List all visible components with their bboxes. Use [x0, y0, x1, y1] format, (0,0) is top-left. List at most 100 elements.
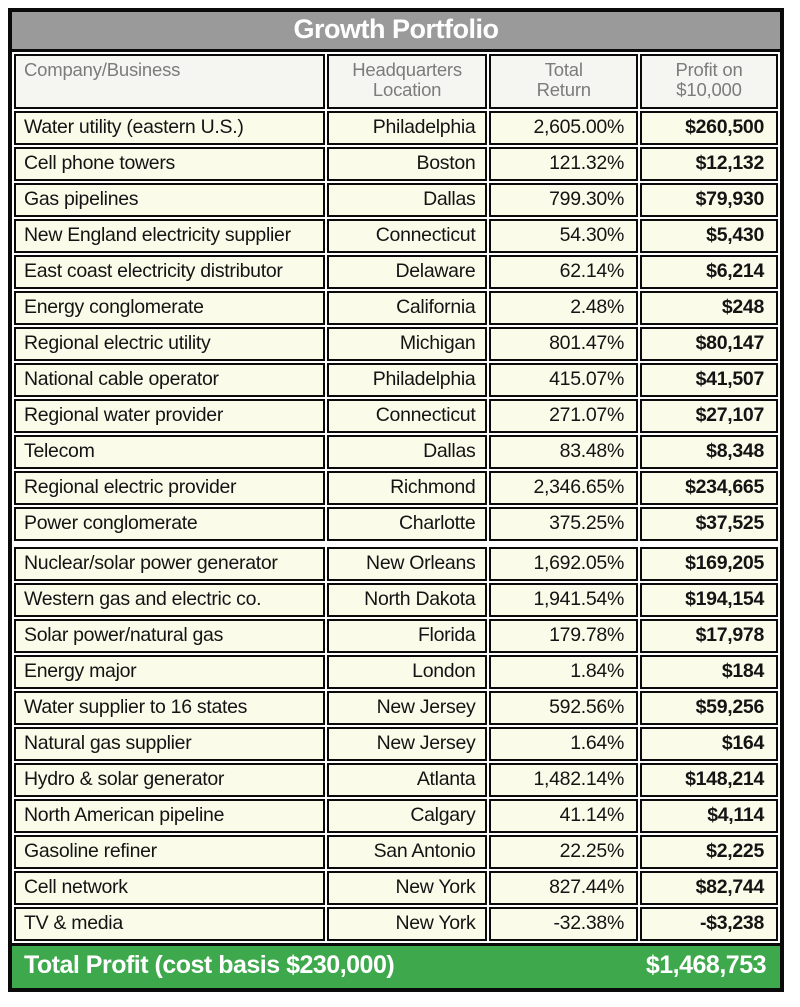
return-cell: 22.25%	[489, 834, 639, 869]
company-cell: Western gas and electric co.	[14, 582, 325, 617]
profit-cell: $82,744	[640, 870, 778, 905]
company-cell: Power conglomerate	[14, 506, 325, 541]
table-row: Regional water provider Connecticut 271.…	[14, 398, 778, 433]
company-cell: Hydro & solar generator	[14, 762, 325, 797]
table-row: Gasoline refiner San Antonio 22.25% $2,2…	[14, 834, 778, 869]
company-cell: East coast electricity distributor	[14, 254, 325, 289]
return-cell: 1,482.14%	[489, 762, 639, 797]
profit-cell: $169,205	[640, 546, 778, 581]
location-cell: Calgary	[326, 798, 488, 833]
table-row: North American pipeline Calgary 41.14% $…	[14, 798, 778, 833]
location-cell: Philadelphia	[326, 110, 488, 145]
return-cell: 2,346.65%	[489, 470, 639, 505]
table-row: Western gas and electric co. North Dakot…	[14, 582, 778, 617]
return-cell: 801.47%	[489, 326, 639, 361]
location-cell: Charlotte	[326, 506, 488, 541]
profit-cell: $148,214	[640, 762, 778, 797]
company-cell: Water supplier to 16 states	[14, 690, 325, 725]
profit-cell: $5,430	[640, 218, 778, 253]
profit-cell: $8,348	[640, 434, 778, 469]
profit-cell: $6,214	[640, 254, 778, 289]
profit-cell: $59,256	[640, 690, 778, 725]
return-cell: 271.07%	[489, 398, 639, 433]
table-row: National cable operator Philadelphia 415…	[14, 362, 778, 397]
table-row: Hydro & solar generator Atlanta 1,482.14…	[14, 762, 778, 797]
table-body: Water utility (eastern U.S.) Philadelphi…	[14, 110, 778, 941]
return-cell: 1,692.05%	[489, 546, 639, 581]
return-cell: 179.78%	[489, 618, 639, 653]
profit-cell: $41,507	[640, 362, 778, 397]
return-cell: 1.84%	[489, 654, 639, 689]
profit-cell: $184	[640, 654, 778, 689]
table-row: Cell network New York 827.44% $82,744	[14, 870, 778, 905]
company-cell: Natural gas supplier	[14, 726, 325, 761]
return-cell: 62.14%	[489, 254, 639, 289]
company-cell: Energy conglomerate	[14, 290, 325, 325]
return-cell: 41.14%	[489, 798, 639, 833]
return-cell: 121.32%	[489, 146, 639, 181]
table-row: TV & media New York -32.38% -$3,238	[14, 906, 778, 941]
portfolio-table: Company/Business Headquarters Location T…	[12, 52, 780, 943]
table-row: Power conglomerate Charlotte 375.25% $37…	[14, 506, 778, 541]
table-row: East coast electricity distributor Delaw…	[14, 254, 778, 289]
total-value: $1,468,753	[645, 950, 767, 979]
return-cell: 54.30%	[489, 218, 639, 253]
table-row: Telecom Dallas 83.48% $8,348	[14, 434, 778, 469]
location-cell: Connecticut	[326, 398, 488, 433]
location-cell: New York	[326, 906, 488, 941]
profit-cell: $260,500	[640, 110, 778, 145]
growth-portfolio-table: Growth Portfolio Company/Business Headqu…	[8, 8, 784, 992]
return-cell: -32.38%	[489, 906, 639, 941]
company-cell: National cable operator	[14, 362, 325, 397]
location-cell: Delaware	[326, 254, 488, 289]
profit-cell: $27,107	[640, 398, 778, 433]
table-row: Cell phone towers Boston 121.32% $12,132	[14, 146, 778, 181]
profit-cell: $79,930	[640, 182, 778, 217]
profit-cell: $248	[640, 290, 778, 325]
profit-cell: $194,154	[640, 582, 778, 617]
location-cell: London	[326, 654, 488, 689]
location-cell: Connecticut	[326, 218, 488, 253]
company-cell: Gasoline refiner	[14, 834, 325, 869]
total-row: Total Profit (cost basis $230,000) $1,46…	[12, 942, 780, 988]
company-cell: Cell network	[14, 870, 325, 905]
return-cell: 2.48%	[489, 290, 639, 325]
company-cell: Regional electric provider	[14, 470, 325, 505]
return-cell: 827.44%	[489, 870, 639, 905]
company-cell: Regional electric utility	[14, 326, 325, 361]
location-cell: New Jersey	[326, 726, 488, 761]
column-header-return: Total Return	[489, 54, 639, 109]
company-cell: New England electricity supplier	[14, 218, 325, 253]
company-cell: TV & media	[14, 906, 325, 941]
table-row: Nuclear/solar power generator New Orlean…	[14, 546, 778, 581]
return-cell: 1.64%	[489, 726, 639, 761]
location-cell: New Jersey	[326, 690, 488, 725]
location-cell: San Antonio	[326, 834, 488, 869]
column-header-profit: Profit on $10,000	[640, 54, 778, 109]
profit-cell: $12,132	[640, 146, 778, 181]
profit-cell: $234,665	[640, 470, 778, 505]
location-cell: California	[326, 290, 488, 325]
total-label: Total Profit (cost basis $230,000)	[24, 950, 395, 979]
return-cell: 83.48%	[489, 434, 639, 469]
location-cell: Florida	[326, 618, 488, 653]
column-header-company: Company/Business	[14, 54, 325, 109]
table-row: New England electricity supplier Connect…	[14, 218, 778, 253]
location-cell: New Orleans	[326, 546, 488, 581]
return-cell: 375.25%	[489, 506, 639, 541]
header-row: Company/Business Headquarters Location T…	[14, 54, 778, 109]
return-cell: 415.07%	[489, 362, 639, 397]
table-row: Solar power/natural gas Florida 179.78% …	[14, 618, 778, 653]
table-row: Regional electric provider Richmond 2,34…	[14, 470, 778, 505]
table-title: Growth Portfolio	[12, 12, 780, 52]
table-row: Energy conglomerate California 2.48% $24…	[14, 290, 778, 325]
profit-cell: -$3,238	[640, 906, 778, 941]
company-cell: Regional water provider	[14, 398, 325, 433]
company-cell: Nuclear/solar power generator	[14, 546, 325, 581]
table-row: Energy major London 1.84% $184	[14, 654, 778, 689]
company-cell: Energy major	[14, 654, 325, 689]
group-spacer-row	[14, 543, 778, 545]
profit-cell: $4,114	[640, 798, 778, 833]
company-cell: Solar power/natural gas	[14, 618, 325, 653]
table-row: Regional electric utility Michigan 801.4…	[14, 326, 778, 361]
